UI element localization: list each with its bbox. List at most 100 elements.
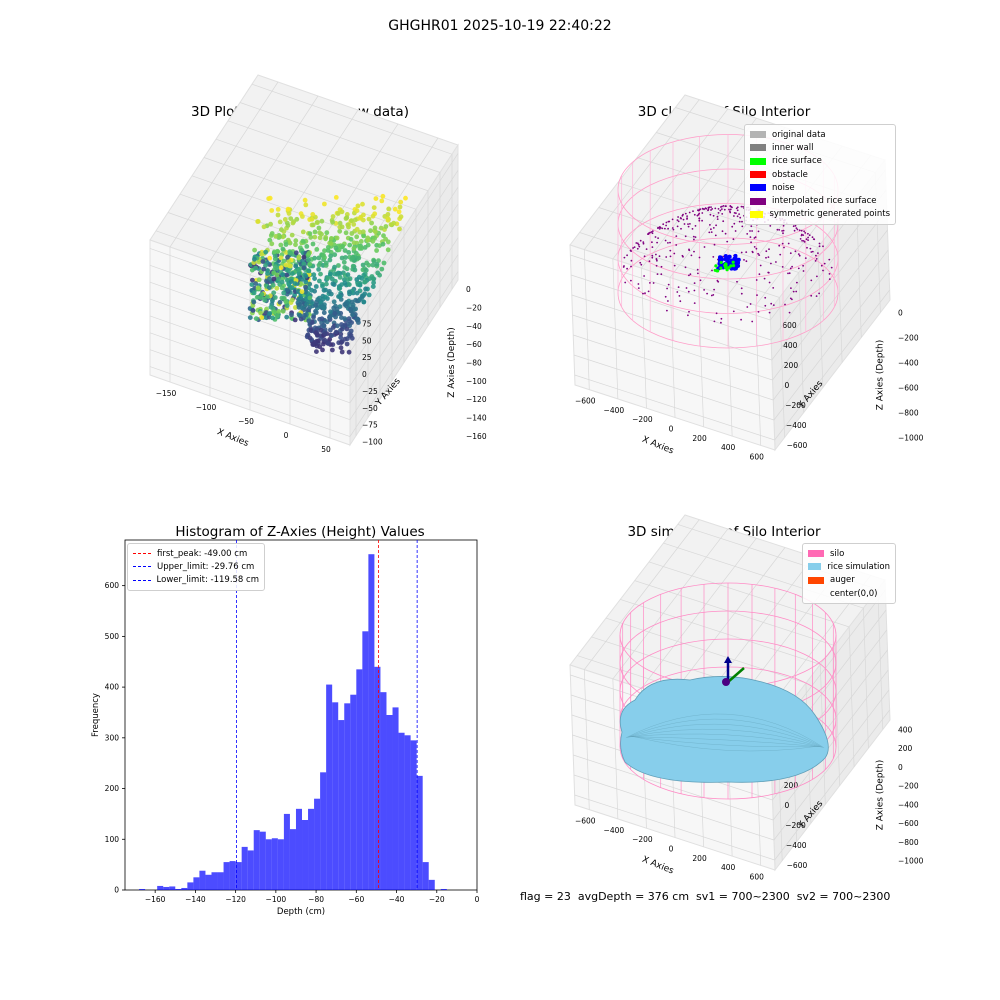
raw-data-point xyxy=(318,327,324,333)
raw-data-point xyxy=(312,229,318,235)
legend-label: Lower_limit: -119.58 cm xyxy=(156,575,259,586)
interpolated-surface-point xyxy=(733,222,736,225)
raw-data-point xyxy=(306,268,312,274)
raw-data-point xyxy=(333,329,339,335)
interpolated-surface-point xyxy=(733,215,735,217)
raw-data-point xyxy=(327,257,333,263)
interpolated-surface-point xyxy=(740,251,743,254)
histogram-bar xyxy=(302,820,309,890)
histogram-bar xyxy=(350,694,357,890)
raw-data-point xyxy=(379,198,385,204)
interpolated-surface-point xyxy=(633,246,636,249)
p4-z-tick-label: −800 xyxy=(898,838,919,847)
raw-data-point xyxy=(320,347,325,353)
p2-grid-y-wall xyxy=(773,269,890,421)
raw-data-point xyxy=(271,276,277,282)
interpolated-surface-point xyxy=(732,310,735,313)
rice-mesh-line xyxy=(625,713,825,748)
interpolated-surface-point xyxy=(735,212,737,215)
raw-data-point xyxy=(360,262,366,268)
interpolated-surface-point xyxy=(719,209,722,212)
raw-data-point xyxy=(366,216,372,222)
raw-data-point xyxy=(397,226,402,232)
raw-data-point xyxy=(283,299,289,304)
interpolated-surface-point xyxy=(672,228,675,231)
p4-z-tick-label: 0 xyxy=(898,763,903,772)
raw-data-point xyxy=(261,224,267,230)
raw-data-point xyxy=(370,284,376,289)
raw-data-point xyxy=(280,272,285,278)
raw-data-point xyxy=(261,266,267,272)
p1-grid-z xyxy=(239,102,441,308)
interpolated-surface-point xyxy=(732,238,735,241)
p2-grid-z xyxy=(617,182,824,388)
interpolated-surface-point xyxy=(815,254,817,257)
interpolated-surface-point xyxy=(657,237,659,240)
p1-grid-y xyxy=(149,349,351,421)
legend-entry-auger: auger xyxy=(808,574,890,587)
interpolated-surface-point xyxy=(701,207,704,210)
raw-data-point xyxy=(252,256,257,262)
interpolated-surface-point xyxy=(652,282,655,284)
interpolated-surface-point xyxy=(818,242,821,245)
legend-swatch-original-data xyxy=(750,131,766,139)
p2-x-tick-label: 600 xyxy=(750,452,765,461)
raw-data-point xyxy=(342,265,348,270)
raw-data-point xyxy=(356,255,362,261)
interpolated-surface-point xyxy=(800,233,803,236)
interpolated-surface-point xyxy=(651,256,654,259)
raw-data-point xyxy=(323,260,329,266)
raw-data-point xyxy=(354,316,360,322)
interpolated-surface-point xyxy=(687,314,689,317)
raw-data-point xyxy=(286,268,291,274)
interpolated-surface-point xyxy=(669,255,672,258)
raw-data-point xyxy=(345,336,350,342)
raw-data-point xyxy=(325,341,331,346)
raw-data-point xyxy=(322,248,327,254)
p4-y-tick-label: −600 xyxy=(787,861,808,870)
interpolated-surface-point xyxy=(699,279,702,282)
raw-data-point xyxy=(349,231,355,236)
raw-data-point xyxy=(319,218,325,224)
interpolated-surface-point xyxy=(671,218,674,221)
interpolated-surface-point xyxy=(823,262,826,265)
p2-z-tick-label: −200 xyxy=(898,334,919,343)
interpolated-surface-point xyxy=(688,211,691,214)
p2-x-tick-label: −200 xyxy=(632,415,653,424)
simulation-legend: silo rice simulation auger center(0,0) xyxy=(802,543,896,605)
p2-grid-y xyxy=(570,274,772,341)
raw-data-point xyxy=(282,217,288,222)
p1-grid-y xyxy=(149,264,351,336)
interpolated-surface-point xyxy=(790,287,792,289)
raw-data-point xyxy=(307,231,313,237)
interpolated-surface-point xyxy=(676,291,679,293)
interpolated-surface-point xyxy=(805,238,808,241)
interpolated-surface-point xyxy=(758,273,761,276)
y-tick-label: 500 xyxy=(105,632,120,641)
legend-label: first_peak: -49.00 cm xyxy=(157,548,248,559)
interpolated-surface-point xyxy=(804,232,807,234)
histogram-bar xyxy=(229,861,236,890)
raw-data-point xyxy=(361,233,366,239)
raw-data-point xyxy=(288,279,294,284)
interpolated-surface-point xyxy=(742,205,744,208)
raw-data-point xyxy=(358,239,364,244)
p1-grid-z xyxy=(179,193,381,400)
raw-data-point xyxy=(357,215,363,221)
raw-data-point xyxy=(304,301,309,307)
raw-data-point xyxy=(293,242,298,248)
y-tick-label: 400 xyxy=(105,683,120,692)
histogram-bar xyxy=(392,707,399,890)
interpolated-surface-point xyxy=(716,215,719,218)
raw-data-point xyxy=(362,291,368,297)
interpolated-surface-point xyxy=(698,219,701,222)
interpolated-surface-point xyxy=(751,230,753,232)
interpolated-surface-point xyxy=(720,321,722,324)
y-tick-label: 0 xyxy=(114,886,119,895)
raw-data-point xyxy=(263,263,268,268)
interpolated-surface-point xyxy=(798,229,801,232)
interpolated-surface-point xyxy=(637,243,640,246)
interpolated-surface-point xyxy=(651,246,654,249)
raw-data-point xyxy=(310,241,316,247)
raw-data-point xyxy=(275,212,281,218)
